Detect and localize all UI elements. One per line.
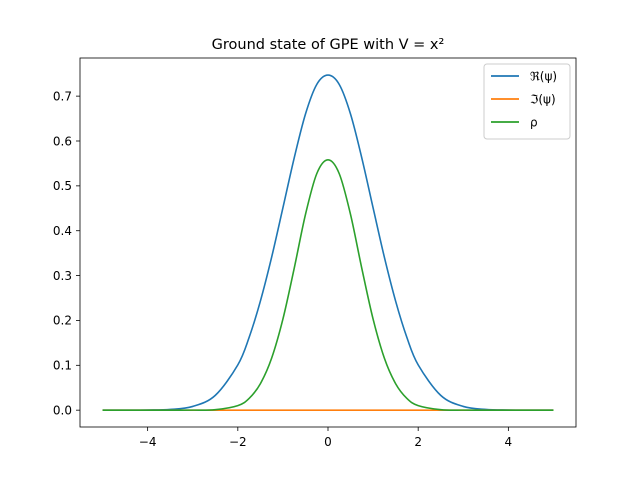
legend-box [483,63,571,140]
legend-label: ℜ(ψ) [530,70,557,84]
y-tick-label: 0.5 [53,179,72,193]
legend-label: ℑ(ψ) [530,93,556,107]
series-line-3 [102,159,554,411]
plot-area: −4 −2 0 2 4 0.0 0.1 0.2 0.3 0.4 0.5 0.6 0.7 ℜ(ψ) ℑ(ψ) ρ [53,57,577,449]
y-tick-label: 0.2 [53,314,72,328]
x-tick-label: −2 [229,435,247,449]
x-tick-label: −4 [139,435,157,449]
chart-title: Ground state of GPE with V = x² [212,37,445,53]
y-tick-label: 0.3 [53,269,72,283]
y-tick-label: 0.1 [53,359,72,373]
legend-label: ρ [530,116,538,130]
x-tick-label: 2 [414,435,422,449]
series-line-1 [102,74,554,411]
x-tick-label: 4 [505,435,513,449]
y-tick-label: 0.0 [53,403,72,417]
y-tick-label: 0.7 [53,89,72,103]
y-tick-label: 0.6 [53,134,72,148]
y-tick-label: 0.4 [53,224,72,238]
x-tick-label: 0 [324,435,332,449]
